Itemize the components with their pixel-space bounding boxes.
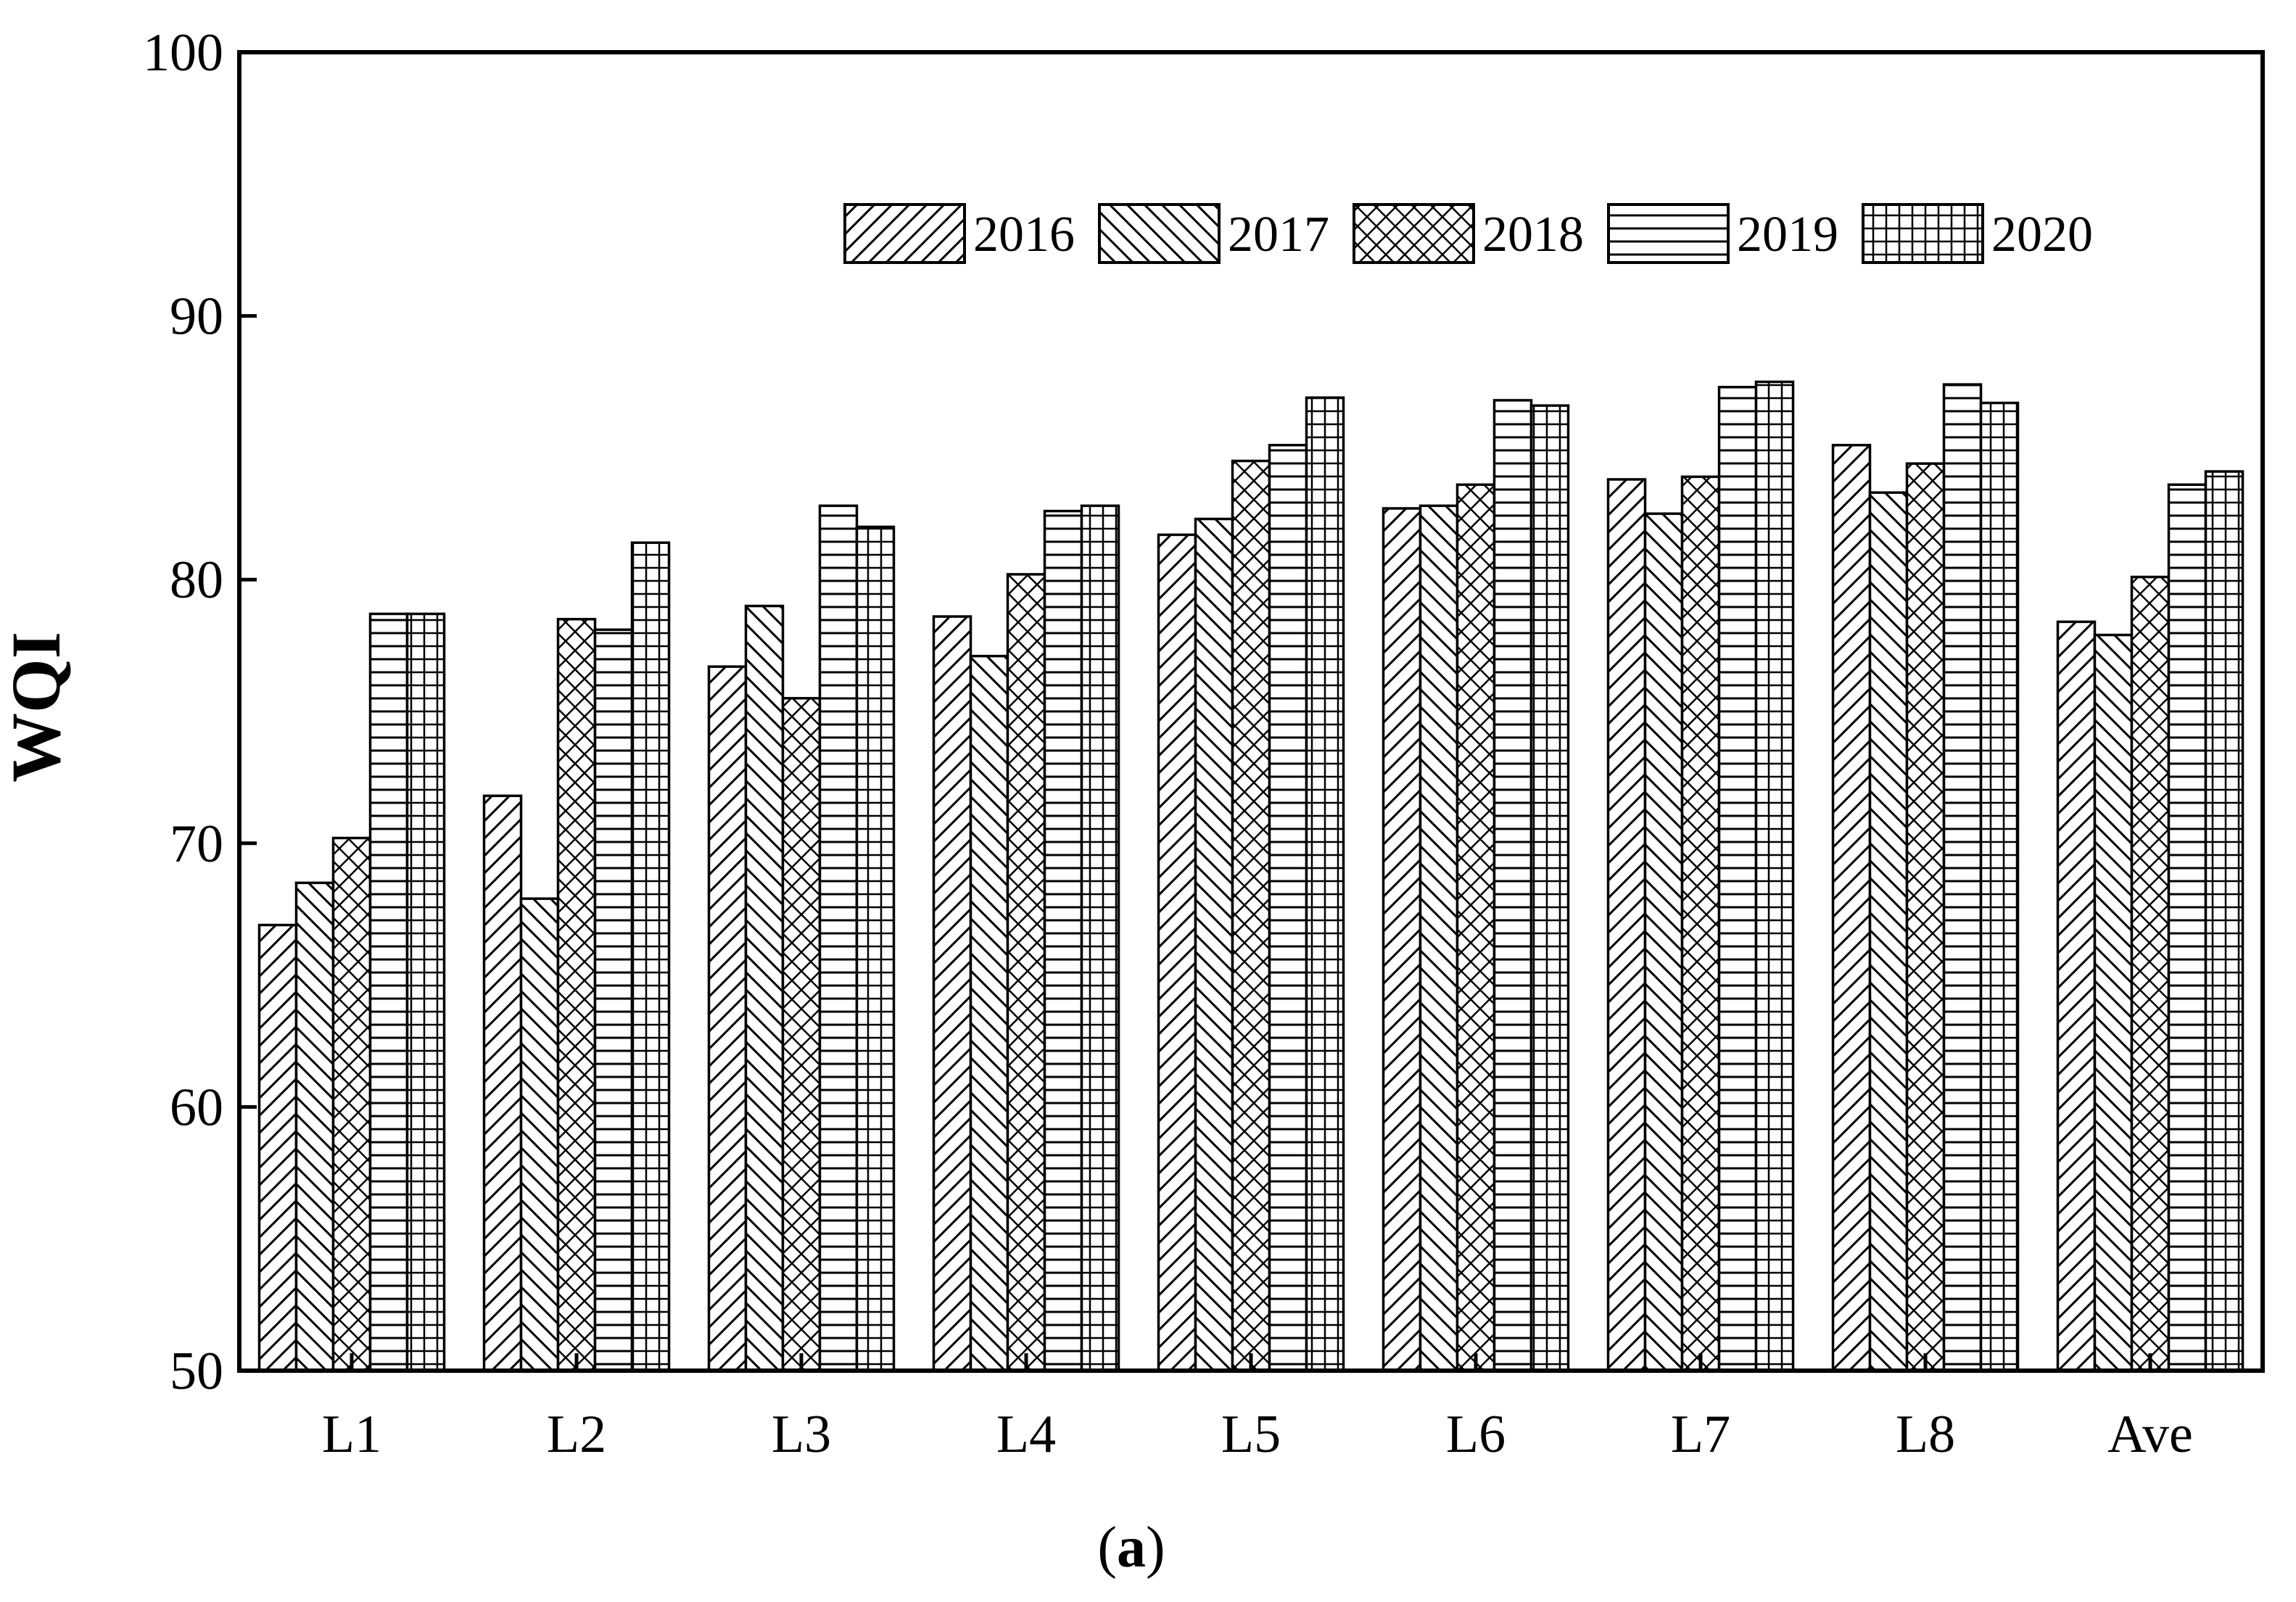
bars-group	[257, 380, 2245, 1372]
bar-2019-L6	[1492, 399, 1533, 1372]
y-tick-label: 50	[170, 1342, 223, 1401]
bar-2017-L3	[744, 604, 785, 1372]
bar-2019-L8	[1942, 383, 1983, 1372]
bar-2018-L2	[556, 617, 597, 1372]
bar-2017-L8	[1868, 491, 1909, 1372]
bar-2020-L7	[1754, 380, 1795, 1372]
x-category-label: L4	[996, 1405, 1056, 1464]
bar-2018-L6	[1455, 483, 1496, 1372]
bar-2020-L8	[1979, 401, 2020, 1372]
x-category-label: L7	[1671, 1405, 1730, 1464]
bar-2016-L5	[1157, 533, 1197, 1372]
panel-label-open: (	[1097, 1516, 1117, 1580]
y-axis-title: WQI	[0, 632, 75, 783]
bar-2017-L5	[1194, 517, 1234, 1372]
bar-2019-L2	[593, 628, 634, 1372]
bar-2020-L1	[405, 612, 446, 1372]
y-tick-label: 70	[170, 814, 223, 874]
bar-2018-Ave	[2130, 575, 2171, 1372]
legend-label-2020: 2020	[1991, 207, 2093, 263]
y-tick-label: 80	[170, 550, 223, 610]
x-category-label: L3	[772, 1405, 831, 1464]
legend-swatch-2017	[1098, 203, 1221, 264]
y-tick-label: 100	[143, 23, 223, 83]
y-axis: 50 60 70 80 90 100	[143, 23, 257, 1401]
bar-2017-L6	[1419, 504, 1459, 1372]
x-category-label: L1	[322, 1405, 381, 1464]
panel-label: (a)	[1097, 1516, 1165, 1580]
bar-2017-L7	[1643, 512, 1684, 1372]
bar-2017-L2	[519, 897, 560, 1372]
x-category-label: L2	[547, 1405, 606, 1464]
bar-2018-L3	[781, 697, 822, 1372]
bar-2019-Ave	[2167, 483, 2208, 1372]
bar-2020-L4	[1080, 504, 1120, 1372]
bar-2018-L1	[331, 836, 372, 1372]
bar-2018-L4	[1006, 573, 1046, 1372]
legend-label-2018: 2018	[1482, 207, 1584, 263]
bar-2018-L8	[1905, 462, 1946, 1372]
bar-2018-L7	[1680, 475, 1721, 1372]
bar-2019-L5	[1268, 444, 1308, 1372]
x-axis: L1 L2 L3 L4 L5 L6 L7 L8 Ave	[322, 1353, 2193, 1464]
panel-label-close: )	[1146, 1516, 1165, 1580]
bar-2018-L5	[1231, 459, 1271, 1372]
x-category-label: L5	[1221, 1405, 1281, 1464]
x-category-label: L8	[1896, 1405, 1955, 1464]
legend-swatch-2019	[1607, 203, 1730, 264]
bar-2019-L7	[1717, 386, 1758, 1372]
bar-2020-L5	[1305, 396, 1345, 1372]
bar-2020-L2	[630, 541, 671, 1372]
bar-2016-L8	[1831, 444, 1872, 1372]
legend-label-2019: 2019	[1737, 207, 1838, 263]
bar-2020-Ave	[2204, 470, 2245, 1372]
bar-2016-L1	[257, 923, 298, 1372]
bar-2016-L7	[1606, 478, 1647, 1372]
bar-2019-L4	[1043, 509, 1083, 1372]
bar-2017-L4	[969, 654, 1009, 1372]
bar-2016-L4	[932, 615, 973, 1372]
x-category-label: L6	[1446, 1405, 1506, 1464]
bar-2019-L1	[368, 612, 409, 1372]
bar-2017-L1	[294, 881, 335, 1372]
bar-2019-L3	[818, 504, 859, 1372]
bar-2020-L6	[1529, 404, 1570, 1372]
y-tick-label: 90	[170, 287, 223, 347]
bar-2020-L3	[855, 525, 896, 1372]
y-tick-label: 60	[170, 1078, 223, 1137]
bar-2016-L3	[707, 665, 748, 1372]
panel-label-letter: a	[1117, 1516, 1146, 1580]
legend: 2016 2017 2018 2019 2020	[843, 203, 2093, 264]
bar-2017-Ave	[2093, 633, 2134, 1372]
bar-2016-Ave	[2056, 620, 2097, 1372]
plot-frame	[237, 50, 2265, 1373]
x-category-label: Ave	[2107, 1405, 2193, 1464]
legend-label-2017: 2017	[1228, 207, 1329, 263]
legend-swatch-2020	[1862, 203, 1984, 264]
bar-2016-L2	[482, 794, 523, 1372]
legend-label-2016: 2016	[973, 207, 1075, 263]
legend-swatch-2018	[1353, 203, 1475, 264]
bar-2016-L6	[1382, 507, 1422, 1372]
legend-swatch-2016	[843, 203, 966, 264]
